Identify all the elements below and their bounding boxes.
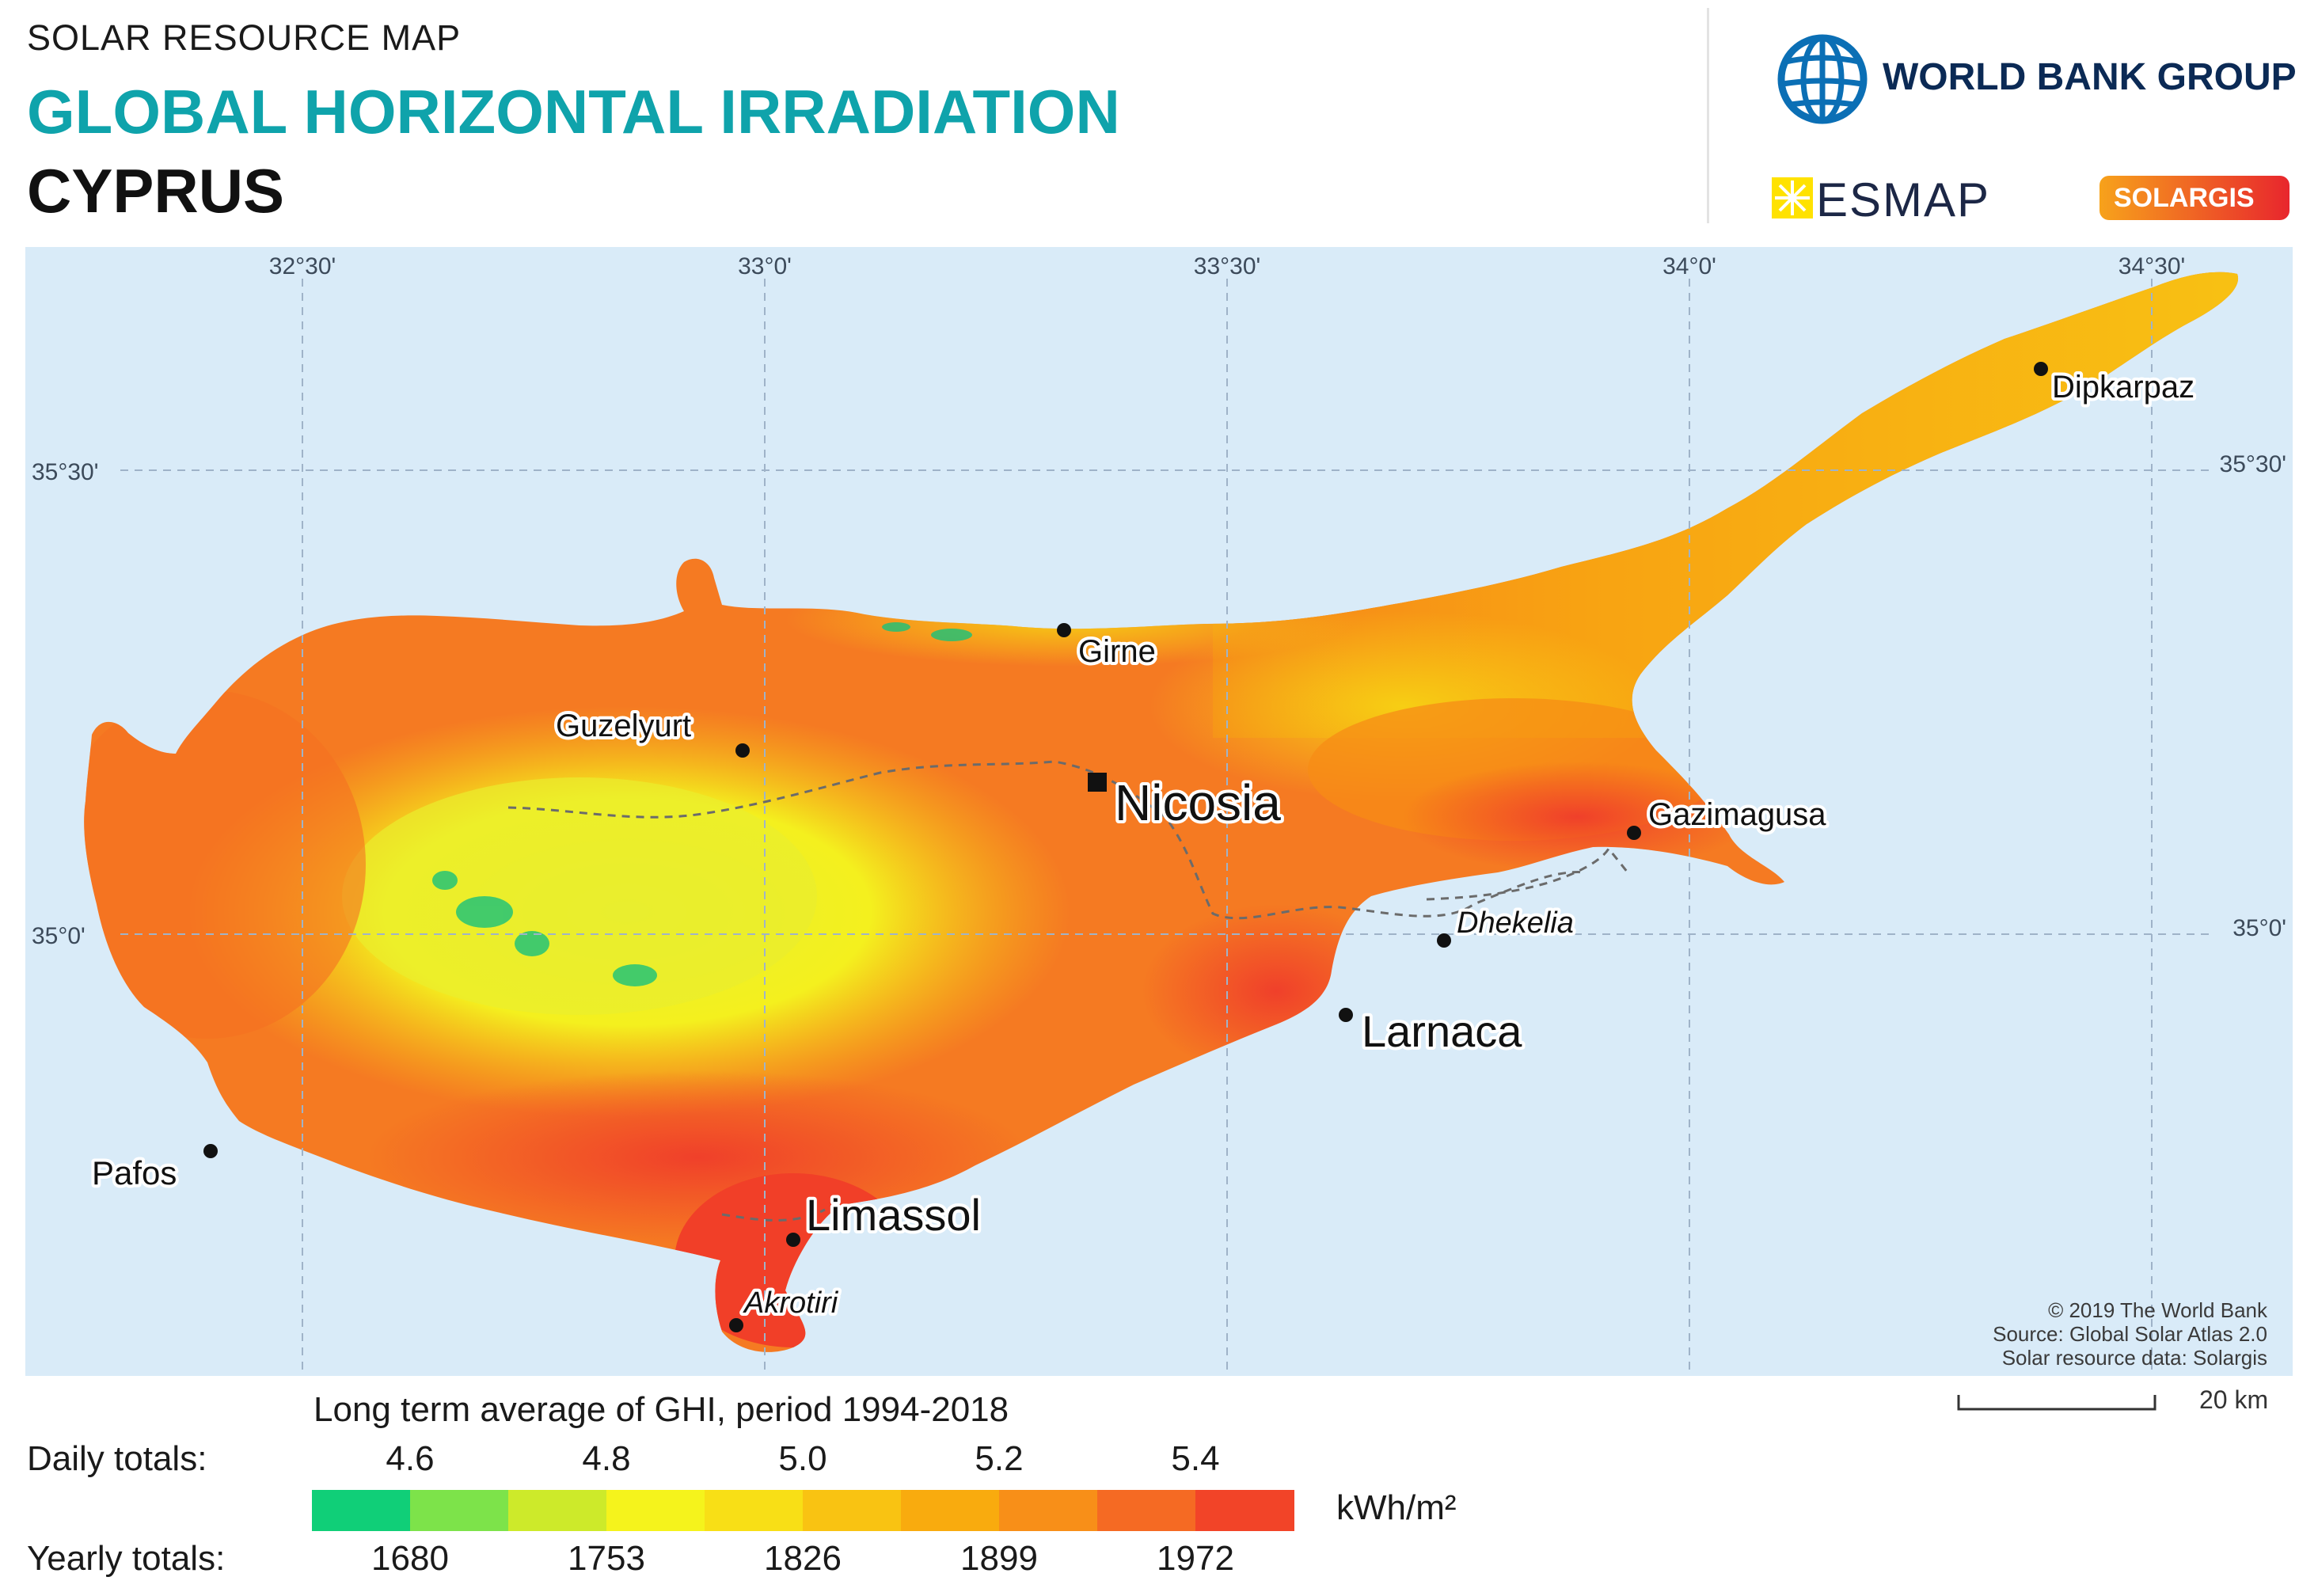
map-title: GLOBAL HORIZONTAL IRRADIATION [27, 77, 1120, 146]
world-bank-wordmark: WORLD BANK GROUP [1883, 56, 2297, 98]
map-subtitle: SOLAR RESOURCE MAP [27, 17, 462, 58]
marker-larnaca [1339, 1008, 1353, 1022]
dhekelia-boundary [1426, 846, 1629, 901]
legend-swatch [410, 1490, 509, 1531]
lon-label: 32°30' [269, 253, 336, 279]
world-bank-logo: WORLD BANK GROUP [1772, 32, 2302, 127]
esmap-wordmark: ESMAP [1816, 173, 1991, 226]
yearly-tick: 1972 [1157, 1539, 1234, 1578]
daily-tick: 5.0 [778, 1439, 827, 1478]
label-limassol: Limassol [806, 1190, 981, 1240]
daily-tick: 4.6 [386, 1439, 435, 1478]
place-markers [203, 362, 2048, 1332]
label-girne: Girne [1078, 634, 1156, 669]
scale-bar-label: 20 km [2199, 1385, 2269, 1414]
yearly-tick: 1826 [764, 1539, 842, 1578]
lon-label: 34°0' [1662, 253, 1716, 279]
marker-dhekelia [1437, 933, 1451, 948]
label-dhekelia: Dhekelia [1457, 906, 1574, 940]
credit-line: Source: Global Solar Atlas 2.0 [1993, 1322, 2267, 1346]
credit-line: © 2019 The World Bank [2048, 1298, 2268, 1322]
label-nicosia: Nicosia [1115, 774, 1281, 831]
lat-label-right: 35°30' [2220, 451, 2286, 477]
label-gazimagusa: Gazimagusa [1648, 797, 1826, 832]
marker-dipkarpaz [2034, 362, 2048, 376]
yearly-tick: 1899 [960, 1539, 1038, 1578]
daily-tick: 5.4 [1171, 1439, 1220, 1478]
sun-icon [1772, 177, 1813, 218]
esmap-logo: ESMAP [1772, 169, 2033, 228]
daily-tick: 5.2 [975, 1439, 1024, 1478]
label-guzelyurt: Guzelyurt [556, 709, 691, 743]
legend-title: Long term average of GHI, period 1994-20… [314, 1390, 1009, 1429]
lat-label-left: 35°30' [32, 459, 98, 485]
globe-icon [1777, 34, 1868, 124]
credit-line: Solar resource data: Solargis [2002, 1346, 2267, 1370]
label-dipkarpaz: Dipkarpaz [2052, 370, 2194, 405]
solar-map: 32°30' 33°0' 33°30' 34°0' 34°30' 35°30' … [25, 247, 2293, 1376]
country-name: CYPRUS [27, 156, 285, 226]
header-divider [1707, 8, 1709, 223]
daily-tick: 4.8 [582, 1439, 631, 1478]
label-larnaca: Larnaca [1362, 1006, 1522, 1056]
solargis-wordmark: SOLARGIS [2114, 183, 2255, 213]
lat-label-right: 35°0' [2232, 915, 2286, 941]
marker-girne [1057, 623, 1071, 637]
marker-akrotiri [729, 1318, 743, 1332]
legend-swatch [803, 1490, 902, 1531]
legend-swatch [705, 1490, 804, 1531]
legend-swatch [999, 1490, 1098, 1531]
lon-label: 34°30' [2118, 253, 2185, 279]
label-pafos: Pafos [92, 1154, 177, 1191]
marker-limassol [786, 1233, 800, 1247]
lon-label: 33°0' [738, 253, 792, 279]
graticule [120, 279, 2210, 1376]
yearly-tick: 1753 [568, 1539, 645, 1578]
marker-guzelyurt [735, 743, 750, 758]
solargis-logo: SOLARGIS [2100, 176, 2290, 220]
scale-bar [1957, 1395, 2156, 1411]
legend-swatch [901, 1490, 1000, 1531]
legend-swatch [1097, 1490, 1196, 1531]
yearly-tick: 1680 [371, 1539, 449, 1578]
yearly-totals-label: Yearly totals: [27, 1539, 226, 1578]
solargis-badge [2100, 176, 2290, 220]
legend-swatch [1195, 1490, 1294, 1531]
label-akrotiri: Akrotiri [743, 1286, 839, 1320]
lon-label: 33°30' [1194, 253, 1260, 279]
marker-gazimagusa [1627, 826, 1641, 840]
lat-label-left: 35°0' [32, 923, 86, 949]
marker-nicosia [1088, 773, 1107, 792]
daily-totals-label: Daily totals: [27, 1439, 207, 1478]
green-line-boundary [507, 760, 1586, 920]
legend-swatch [312, 1490, 411, 1531]
legend-unit: kWh/m² [1336, 1488, 1457, 1527]
legend-swatch [508, 1490, 607, 1531]
legend-swatch [606, 1490, 705, 1531]
marker-pafos [203, 1144, 218, 1158]
